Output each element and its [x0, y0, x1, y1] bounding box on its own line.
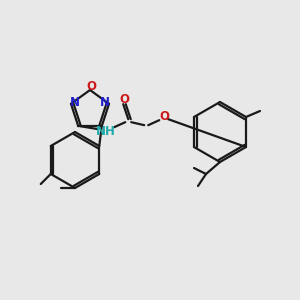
Text: O: O — [86, 80, 96, 92]
Text: NH: NH — [96, 125, 116, 138]
Text: N: N — [70, 96, 80, 109]
Text: O: O — [159, 110, 169, 123]
Text: N: N — [100, 96, 110, 109]
Text: O: O — [119, 93, 129, 106]
